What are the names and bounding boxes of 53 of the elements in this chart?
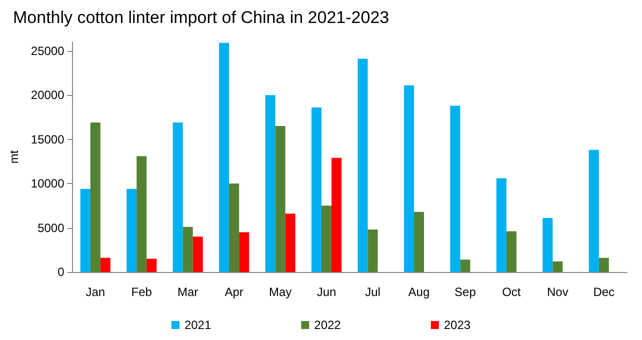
y-tick-label: 15000 [30, 132, 65, 146]
bar [90, 122, 100, 272]
x-tick-label: Apr [224, 285, 244, 299]
bar [265, 95, 276, 272]
x-tick-label: May [268, 285, 292, 299]
legend-label: 2022 [314, 318, 342, 332]
bar [588, 150, 599, 272]
bar [100, 258, 110, 272]
bar [542, 218, 553, 272]
y-tick-label: 25000 [30, 44, 65, 58]
y-tick-label: 20000 [30, 88, 65, 102]
x-tick-label: Dec [593, 285, 615, 299]
y-tick-label: 0 [58, 265, 65, 279]
bar [460, 260, 470, 272]
bar [332, 158, 342, 272]
bar [358, 58, 368, 272]
x-tick-label: Jul [365, 285, 380, 299]
bar [598, 258, 609, 272]
bar [285, 214, 296, 272]
x-tick-label: Feb [131, 285, 152, 299]
x-tick-label: Sep [454, 285, 476, 299]
y-tick-label: 5000 [38, 220, 65, 235]
bar [239, 232, 250, 272]
bar [219, 42, 230, 272]
legend-label: 2023 [444, 318, 471, 332]
legend-label: 2021 [184, 318, 212, 332]
y-tick-label: 10000 [30, 176, 65, 191]
bar [146, 258, 157, 272]
x-tick-label: Oct [502, 285, 522, 299]
bar [126, 188, 137, 272]
x-tick-label: Nov [546, 285, 568, 299]
bar [368, 230, 378, 272]
x-tick-label: Jan [86, 285, 106, 299]
bar [136, 156, 147, 272]
bar [404, 85, 414, 272]
bar [311, 107, 322, 272]
bar [414, 212, 424, 272]
bar [322, 206, 332, 272]
x-tick-label: Jun [316, 285, 336, 299]
bar [229, 184, 240, 272]
y-axis-title: mt [7, 150, 21, 164]
bar [275, 126, 286, 272]
bar [506, 231, 516, 272]
bar [552, 261, 563, 272]
x-tick-label: Mar [178, 285, 198, 299]
bar [182, 226, 193, 272]
bar [80, 188, 90, 272]
chart-title: Monthly cotton linter import of China in 2021-2023 [13, 8, 390, 27]
x-tick-label: Aug [408, 285, 430, 299]
bar [192, 236, 203, 272]
bar [496, 178, 506, 272]
bar [450, 106, 460, 272]
bar [172, 122, 183, 272]
